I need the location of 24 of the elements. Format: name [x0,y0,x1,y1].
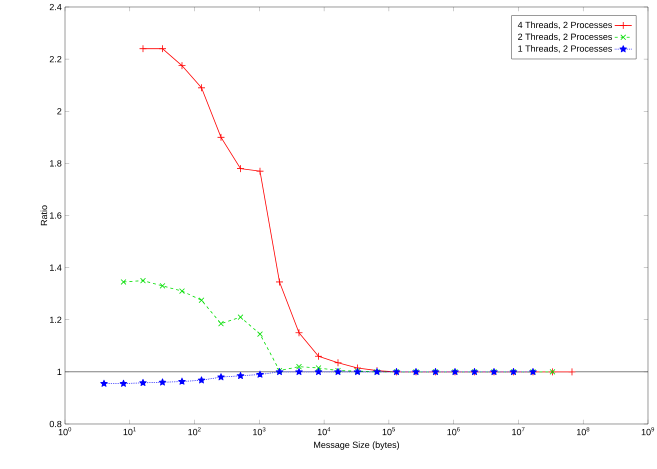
y-tick-label: 0.8 [50,420,62,428]
x-tick-label: 10$^{9}$ [642,427,654,436]
y-tick-label: 1.4 [50,264,62,271]
y-tick-label: 2.4 [50,4,62,10]
x-tick-label: 10$^{4}$ [318,427,330,436]
x-tick-label: 10$^{8}$ [577,427,590,436]
x-axis-title: Message Size (bytes) [314,441,400,450]
y-tick-label: 1.2 [50,316,62,323]
legend-label: 1 Threads, 2 Processes [518,45,612,53]
y-tick-label: 1.6 [50,212,62,219]
x-tick-label: 10$^{1}$ [124,427,136,436]
x-tick-label: 10$^{7}$ [512,427,525,436]
y-tick-label: 1.8 [50,160,62,167]
x-tick-label: 10$^{5}$ [382,427,396,436]
legend-label: 4 Threads, 2 Processes [518,22,612,30]
x-tick-label: 10$^{2}$ [188,427,201,436]
y-tick-label: 2.2 [50,56,62,62]
x-tick-label: 10$^{0}$ [58,427,72,436]
x-tick-label: 10$^{6}$ [447,427,460,436]
y-tick-label: 2 [57,108,62,114]
legend-label: 2 Threads, 2 Processes [518,33,612,41]
y-axis-title: Ratio [40,205,48,226]
x-tick-label: 10$^{3}$ [253,427,266,436]
y-tick-label: 1 [58,368,62,375]
